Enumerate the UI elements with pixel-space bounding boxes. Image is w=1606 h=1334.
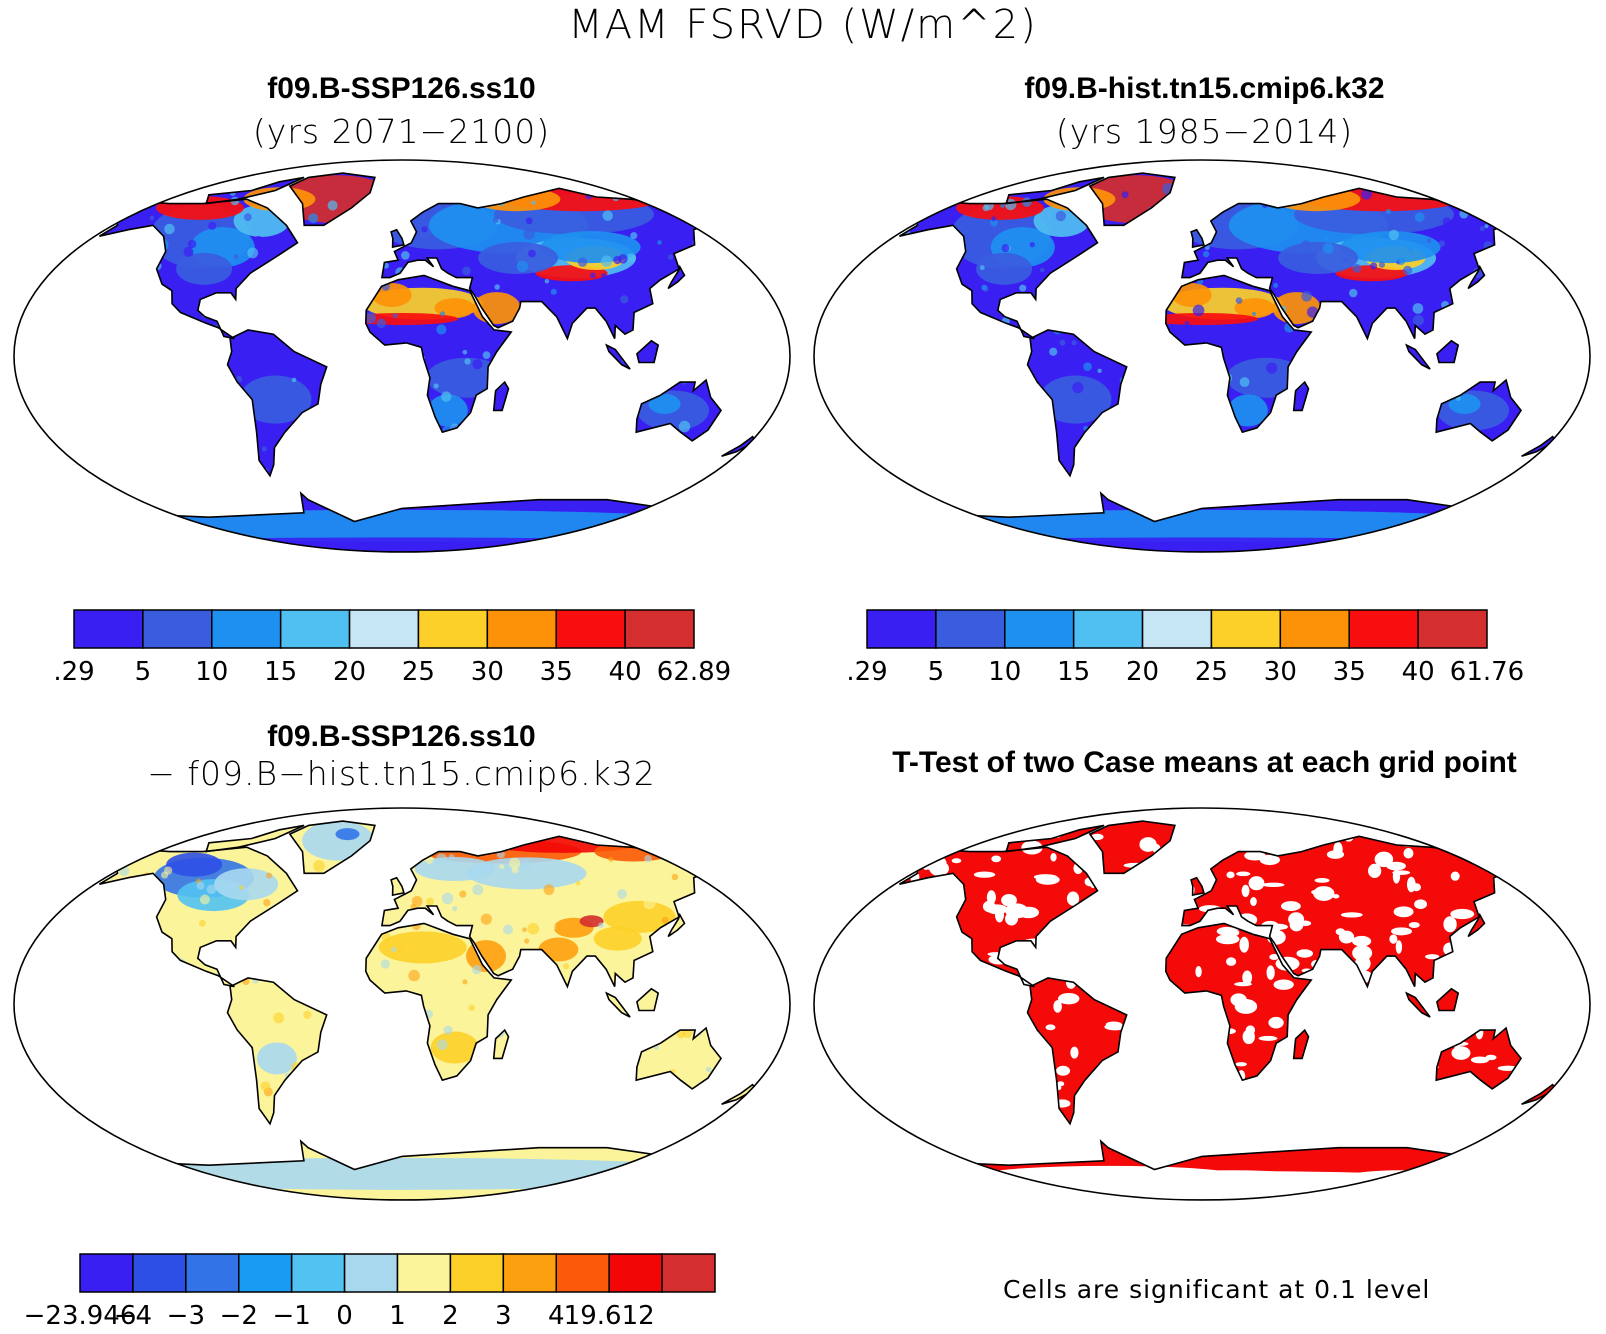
colorbar-swatch [343, 1253, 399, 1293]
colorbar-label: 15 [1057, 657, 1090, 687]
map-border [813, 159, 1591, 553]
colorbar-label: 35 [1333, 657, 1366, 687]
colorbar-swatch [1210, 609, 1282, 649]
figure-title: MAM FSRVD (W/m^2) [568, 2, 1038, 48]
colorbar-swatch [79, 1253, 134, 1293]
colorbar: .29 5 10 15 20 25 30 35 40 62.89 [53, 609, 731, 687]
significance-note: Cells are significant at 0.1 level [1003, 1275, 1431, 1304]
colorbar-label: .29 [53, 657, 94, 687]
colorbar-label: 10 [988, 657, 1021, 687]
colorbar-swatch [661, 1253, 716, 1293]
colorbar-swatch [935, 609, 1006, 649]
colorbar-swatch [608, 1253, 663, 1293]
colorbar-label: 40 [1402, 657, 1435, 687]
colorbar-label: 20 [1126, 657, 1159, 687]
colorbar-swatch [1279, 609, 1350, 649]
colorbar-swatch [1417, 609, 1488, 649]
colorbar-swatch [555, 609, 626, 649]
colorbar-label: 30 [471, 657, 504, 687]
colorbar-swatch [1348, 609, 1419, 649]
world-map [813, 159, 1591, 553]
map-border [813, 807, 1591, 1201]
panel-bottom-left: f09.B-SSP126.ss10 − f09.B−hist.tn15.cmip… [0, 660, 803, 1331]
colorbar-swatch [132, 1253, 187, 1293]
colorbar-label: 10 [195, 657, 228, 687]
colorbar-swatch [1004, 609, 1075, 649]
panel-top-left: f09.B-SSP126.ss10 (yrs 2071−2100) .29 5 10… [0, 60, 803, 720]
colorbar-label: 5 [928, 657, 945, 687]
colorbar-label: 61.76 [1450, 657, 1524, 687]
panel-top-right: f09.B-hist.tn15.cmip6.k32 (yrs 1985−2014… [803, 60, 1606, 720]
colorbar-swatch [290, 1253, 346, 1293]
colorbar-label: 20 [333, 657, 366, 687]
colorbar-swatch [142, 609, 213, 649]
world-map [13, 159, 791, 553]
panel-subtitle: (yrs 2071−2100) [252, 112, 551, 151]
colorbar-label: 30 [1264, 657, 1297, 687]
colorbar-label: 2 [442, 1301, 459, 1331]
colorbar-swatch [238, 1253, 293, 1293]
colorbar-label: −1 [273, 1301, 311, 1331]
colorbar-label: .29 [846, 657, 887, 687]
colorbar-label: −2 [220, 1301, 258, 1331]
panel-title: f09.B-SSP126.ss10 [267, 720, 536, 753]
colorbar-label: 25 [402, 657, 435, 687]
colorbar-label: 4 [548, 1301, 565, 1331]
colorbar-label: 5 [135, 657, 152, 687]
colorbar-label: 25 [1195, 657, 1228, 687]
colorbar-label: 0 [336, 1301, 353, 1331]
colorbar: .29 5 10 15 20 25 30 35 40 61.76 [846, 609, 1524, 687]
colorbar-label: 62.89 [657, 657, 731, 687]
panel-title: f09.B-hist.tn15.cmip6.k32 [1024, 72, 1385, 105]
colorbar-swatch [348, 609, 420, 649]
map-border [13, 159, 791, 553]
panel-bottom-right: T-Test of two Case means at each grid po… [803, 660, 1606, 1320]
colorbar-swatch [555, 1253, 610, 1293]
world-map [813, 807, 1591, 1201]
colorbar-swatch [624, 609, 695, 649]
colorbar: −23.946−4 −3 −2 −1 0 1 2 3 4 19.612 [24, 1253, 716, 1331]
colorbar-label: 1 [389, 1301, 406, 1331]
world-map [13, 807, 791, 1201]
colorbar-swatch [449, 1253, 505, 1293]
colorbar-swatch [185, 1253, 240, 1293]
colorbar-label: 15 [264, 657, 297, 687]
colorbar-swatch [73, 609, 144, 649]
colorbar-label: 3 [495, 1301, 512, 1331]
colorbar-label: −3 [167, 1301, 205, 1331]
colorbar-swatch [1072, 609, 1144, 649]
colorbar-label: 19.612 [564, 1301, 655, 1331]
panel-title: T-Test of two Case means at each grid po… [892, 746, 1517, 779]
map-border [13, 807, 791, 1201]
panel-title: f09.B-SSP126.ss10 [267, 72, 536, 105]
colorbar-swatch [502, 1253, 558, 1293]
colorbar-swatch [396, 1253, 452, 1293]
colorbar-swatch [279, 609, 351, 649]
colorbar-swatch [1141, 609, 1213, 649]
colorbar-label: −4 [114, 1301, 152, 1331]
colorbar-swatch [486, 609, 557, 649]
colorbar-swatch [211, 609, 282, 649]
panel-subtitle: − f09.B−hist.tn15.cmip6.k32 [147, 754, 656, 793]
panel-subtitle: (yrs 1985−2014) [1055, 112, 1354, 151]
colorbar-label: 40 [609, 657, 642, 687]
colorbar-swatch [417, 609, 489, 649]
colorbar-label: 35 [540, 657, 573, 687]
colorbar-swatch [866, 609, 937, 649]
